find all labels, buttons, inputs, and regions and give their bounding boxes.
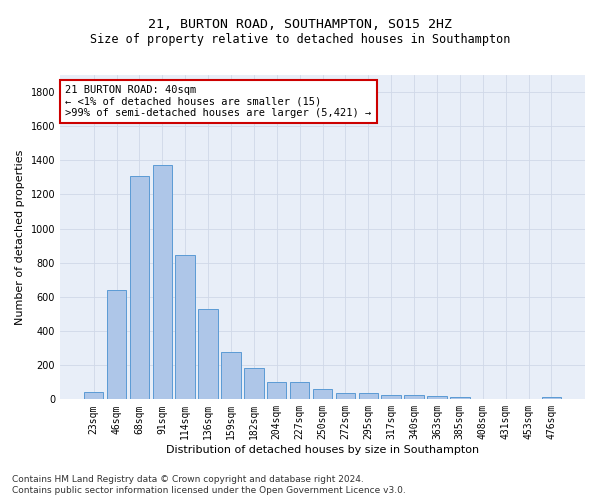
Bar: [152, 164, 172, 400]
Bar: [244, 368, 263, 400]
Bar: [84, 392, 103, 400]
Bar: [221, 352, 241, 400]
Text: 21 BURTON ROAD: 40sqm
← <1% of detached houses are smaller (15)
>99% of semi-det: 21 BURTON ROAD: 40sqm ← <1% of detached …: [65, 84, 371, 118]
Bar: [382, 394, 401, 400]
Y-axis label: Number of detached properties: Number of detached properties: [15, 150, 25, 325]
Bar: [130, 176, 149, 400]
Bar: [404, 394, 424, 400]
X-axis label: Distribution of detached houses by size in Southampton: Distribution of detached houses by size …: [166, 445, 479, 455]
Bar: [427, 396, 446, 400]
Bar: [107, 290, 126, 400]
Text: 21, BURTON ROAD, SOUTHAMPTON, SO15 2HZ: 21, BURTON ROAD, SOUTHAMPTON, SO15 2HZ: [148, 18, 452, 30]
Bar: [313, 389, 332, 400]
Text: Size of property relative to detached houses in Southampton: Size of property relative to detached ho…: [90, 32, 510, 46]
Bar: [359, 393, 378, 400]
Bar: [290, 382, 310, 400]
Bar: [335, 393, 355, 400]
Bar: [199, 309, 218, 400]
Bar: [267, 382, 286, 400]
Text: Contains public sector information licensed under the Open Government Licence v3: Contains public sector information licen…: [12, 486, 406, 495]
Bar: [175, 254, 195, 400]
Bar: [450, 397, 470, 400]
Text: Contains HM Land Registry data © Crown copyright and database right 2024.: Contains HM Land Registry data © Crown c…: [12, 475, 364, 484]
Bar: [542, 397, 561, 400]
